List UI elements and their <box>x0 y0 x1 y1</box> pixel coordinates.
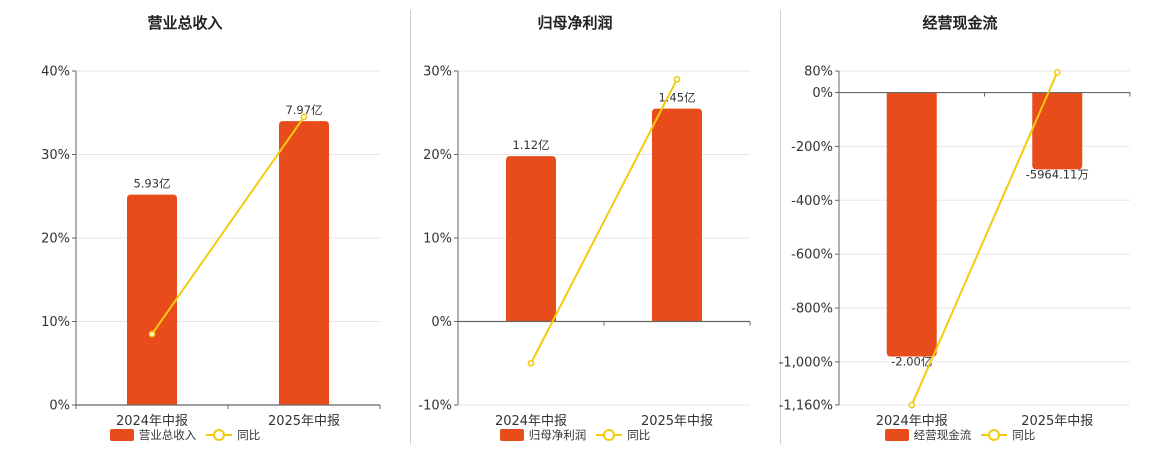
legend-label: 同比 <box>1012 428 1036 442</box>
y-tick-label: -200% <box>791 140 833 155</box>
legend-item-bar[interactable]: 经营现金流 <box>884 427 972 443</box>
legend: 营业总收入 同比 <box>0 427 370 443</box>
legend-label: 同比 <box>237 428 261 442</box>
y-tick-label: 20% <box>423 148 452 163</box>
legend: 归母净利润 同比 <box>390 427 760 443</box>
x-tick-label: 2024年中报 <box>876 414 948 429</box>
y-tick-label: 10% <box>41 315 70 330</box>
x-tick-label: 2025年中报 <box>268 414 340 429</box>
y-tick-label: 30% <box>423 65 452 80</box>
y-tick-label: 0% <box>49 399 70 414</box>
y-tick-label: 40% <box>41 65 70 80</box>
legend-line-swatch <box>981 429 1008 441</box>
legend-line-swatch <box>206 429 233 441</box>
y-tick-label: -800% <box>791 302 833 317</box>
y-tick-label: 20% <box>41 232 70 247</box>
chart-svg-cash-flow: 80% 0% -200% -400% -600% -800% -1,000% -1,160% -… <box>779 65 1131 429</box>
line-point <box>527 359 535 367</box>
y-tick-label: 10% <box>423 232 452 247</box>
legend-label: 归母净利润 <box>528 428 587 442</box>
bar-data-label: 5.93亿 <box>133 177 170 191</box>
legend-bar-swatch <box>884 429 909 441</box>
y-tick-label: -400% <box>791 194 833 209</box>
chart-title: 营业总收入 <box>147 14 223 32</box>
legend-label: 营业总收入 <box>138 428 197 442</box>
line-point <box>1053 68 1061 76</box>
panel-divider <box>410 10 411 444</box>
line-point <box>300 113 308 121</box>
legend-item-line[interactable]: 同比 <box>981 427 1035 443</box>
x-tick-label: 2025年中报 <box>641 414 713 429</box>
legend-label: 同比 <box>627 428 651 442</box>
y-tick-label: -1,000% <box>779 355 833 370</box>
bar-data-label: 1.12亿 <box>512 138 549 152</box>
y-tick-label: 0% <box>431 315 452 330</box>
series-line <box>151 116 305 335</box>
y-tick-label: 80% <box>804 65 833 80</box>
legend-line-swatch <box>596 429 623 441</box>
bar <box>1032 92 1083 170</box>
chart-title: 归母净利润 <box>537 14 613 32</box>
bar <box>652 108 702 322</box>
chart-title: 经营现金流 <box>922 14 998 32</box>
chart-svg-revenue: 40% 30% 20% 10% 0% 5.93亿 7.97亿 2024年中报 2025年中报 <box>41 65 381 429</box>
bar <box>886 92 937 357</box>
legend-bar-swatch <box>499 429 524 441</box>
legend-item-line[interactable]: 同比 <box>206 427 260 443</box>
y-tick-label: -1,160% <box>779 399 833 414</box>
bar <box>279 121 329 405</box>
series-line <box>910 71 1059 406</box>
legend: 经营现金流 同比 <box>775 427 1145 443</box>
series-line <box>530 78 678 364</box>
bar-data-label: -2.00亿 <box>891 355 932 369</box>
y-tick-label: -10% <box>418 399 452 414</box>
bar-data-label: -5964.11万 <box>1026 167 1089 181</box>
line-point <box>673 75 681 83</box>
line-point <box>908 401 916 409</box>
legend-bar-swatch <box>109 429 134 441</box>
legend-label: 经营现金流 <box>913 428 972 442</box>
chart-panel-cash-flow: 经营现金流 80% 0% -200% -400% -600% -800% -1,000% -1… <box>775 0 1145 450</box>
legend-item-bar[interactable]: 归母净利润 <box>499 427 587 443</box>
bar-data-label: 1.45亿 <box>658 91 695 105</box>
bar-data-label: 7.97亿 <box>285 103 322 117</box>
y-tick-label: 30% <box>41 148 70 163</box>
bar <box>127 194 177 405</box>
y-tick-label: 0% <box>812 86 833 101</box>
x-tick-label: 2024年中报 <box>116 414 188 429</box>
legend-item-line[interactable]: 同比 <box>596 427 650 443</box>
line-point <box>148 330 156 338</box>
y-tick-label: -600% <box>791 248 833 263</box>
x-tick-label: 2025年中报 <box>1021 414 1093 429</box>
chart-panel-net-profit: 归母净利润 30% 20% 10% 0% -10% 1.12亿 1.45亿 2024年中报 20… <box>390 0 760 450</box>
chart-panel-revenue: 营业总收入 40% 30% 20% 10% 0% 5.93亿 7.97亿 2024年中报 202… <box>0 0 381 450</box>
panel-divider <box>780 10 781 444</box>
chart-svg-net-profit: 30% 20% 10% 0% -10% 1.12亿 1.45亿 2024年中报 2025年中报 <box>418 65 751 429</box>
x-tick-label: 2024年中报 <box>495 414 567 429</box>
bar <box>506 156 556 322</box>
legend-item-bar[interactable]: 营业总收入 <box>109 427 197 443</box>
